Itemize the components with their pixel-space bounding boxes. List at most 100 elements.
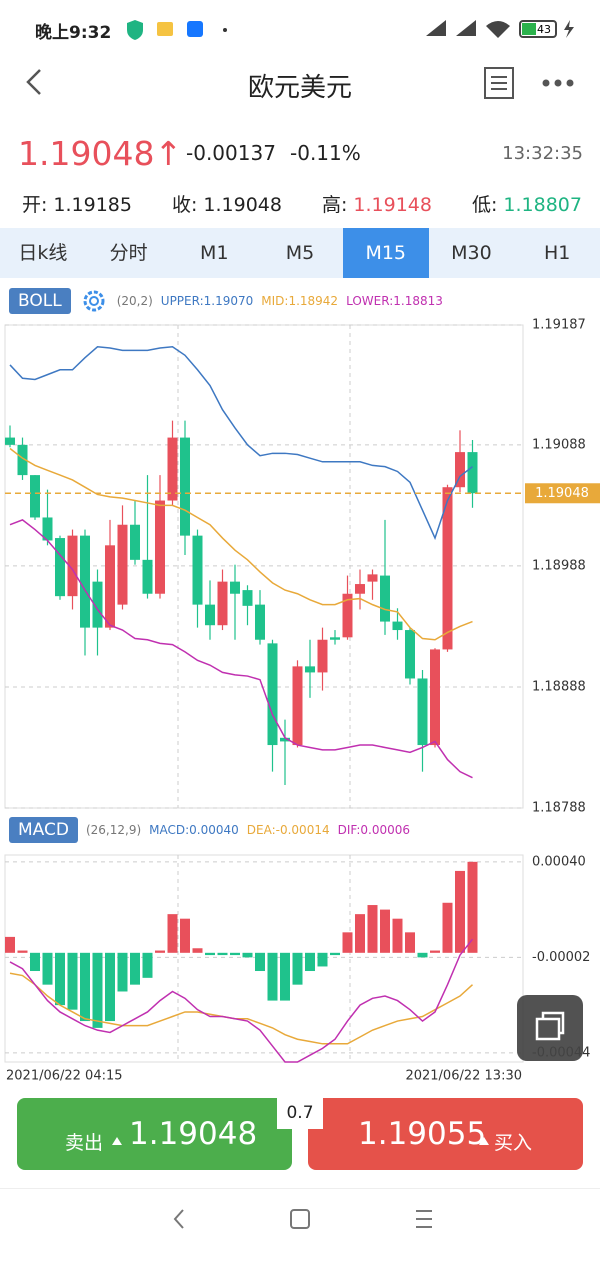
candle-body bbox=[67, 535, 78, 597]
macd-bar bbox=[280, 952, 290, 1001]
period-tab[interactable]: 日k线 bbox=[18, 242, 68, 264]
period-tab[interactable]: M5 bbox=[285, 242, 315, 264]
macd-bar bbox=[380, 909, 390, 953]
float-button[interactable] bbox=[517, 995, 583, 1061]
macd-bar bbox=[230, 952, 240, 956]
macd-bar bbox=[392, 918, 403, 953]
candle-body bbox=[205, 604, 215, 626]
ohlc-value: 1.19185 bbox=[53, 194, 132, 216]
vertical-grid bbox=[177, 325, 351, 1062]
indicator-button[interactable]: MACD bbox=[9, 817, 78, 843]
main-frame bbox=[4, 324, 524, 809]
candle-body bbox=[5, 437, 15, 445]
legend-item: DIF:0.00006 bbox=[337, 823, 411, 837]
status-icons bbox=[127, 20, 227, 40]
macd-bar bbox=[105, 952, 115, 1022]
clock: 晚上9:32 bbox=[35, 23, 112, 43]
macd-bar bbox=[367, 905, 378, 953]
macd-bar bbox=[242, 952, 253, 958]
candle-body bbox=[242, 590, 253, 606]
macd-bar bbox=[5, 936, 15, 953]
macd-bar bbox=[80, 952, 90, 1022]
macd-bar bbox=[167, 914, 178, 953]
page-title: 欧元美元 bbox=[247, 73, 352, 103]
candle-body bbox=[330, 637, 340, 640]
sell-button[interactable]: 卖出 1.19048 bbox=[17, 1098, 292, 1170]
legend-item: DEA:-0.00014 bbox=[246, 823, 330, 837]
y-tick-label: 1.18988 bbox=[532, 558, 586, 573]
macd-bar bbox=[67, 952, 78, 1010]
indicator-line bbox=[9, 346, 473, 541]
period-tab[interactable]: M1 bbox=[200, 242, 229, 264]
battery-level: 43 bbox=[537, 23, 551, 36]
candle-body bbox=[292, 666, 303, 746]
macd-bar bbox=[217, 952, 228, 956]
indicator-line bbox=[9, 447, 473, 641]
candle-body bbox=[155, 500, 165, 594]
y-tick-label: 1.18788 bbox=[532, 801, 586, 816]
candle-body bbox=[455, 452, 465, 488]
candle-body bbox=[392, 621, 403, 631]
legend: UPPER:1.19070 MID:1.18942 LOWER:1.18813 bbox=[161, 294, 443, 308]
buy-button[interactable]: 1.19055 买入 bbox=[308, 1098, 583, 1170]
period-tab[interactable]: H1 bbox=[543, 242, 571, 264]
legend-item: LOWER:1.18813 bbox=[346, 294, 443, 308]
period-tab[interactable]: M30 bbox=[451, 242, 492, 264]
macd-bar bbox=[292, 952, 303, 985]
last-price: 1.19048↑ bbox=[18, 134, 183, 173]
more-button[interactable] bbox=[540, 73, 576, 93]
indicator-line bbox=[9, 972, 474, 1045]
header: 欧元美元 bbox=[0, 55, 600, 110]
ohlc-item: 高: 1.19148 bbox=[322, 190, 432, 217]
candle-body bbox=[180, 437, 190, 536]
candle-body bbox=[17, 444, 28, 476]
macd-bar bbox=[417, 952, 428, 958]
macd-bar bbox=[205, 952, 215, 956]
indicator-params: (20,2) bbox=[116, 294, 153, 308]
candle-body bbox=[430, 649, 440, 746]
status-bar: 晚上9:32 43 bbox=[0, 0, 600, 60]
indicator-button[interactable]: BOLL bbox=[9, 288, 71, 314]
y-tick-label: 1.18888 bbox=[532, 679, 586, 694]
period-tab[interactable]: 分时 bbox=[109, 242, 148, 264]
ohlc-value: 1.18807 bbox=[503, 194, 582, 216]
detail-button[interactable] bbox=[482, 65, 516, 101]
settings-icon[interactable] bbox=[79, 286, 109, 316]
ohlc-label: 低: bbox=[472, 194, 498, 216]
macd-bar bbox=[355, 914, 365, 953]
candle-body bbox=[317, 639, 328, 673]
ohlc-label: 收: bbox=[172, 194, 198, 216]
current-price-label: 1.19048 bbox=[535, 486, 589, 501]
macd-bar bbox=[255, 952, 265, 972]
buy-label: 买入 bbox=[494, 1132, 533, 1154]
candle-body bbox=[142, 559, 153, 594]
candle-body bbox=[355, 584, 365, 594]
buy-price: 1.19055 bbox=[358, 1116, 487, 1152]
candle-body bbox=[342, 593, 353, 638]
candle-body bbox=[230, 581, 240, 594]
candle-body bbox=[367, 574, 378, 582]
ohlc-label: 高: bbox=[322, 194, 348, 216]
macd-bar bbox=[330, 952, 340, 956]
period-tab[interactable]: M15 bbox=[342, 228, 429, 278]
x-axis-label: 2021/06/22 13:30 bbox=[405, 1069, 522, 1084]
y-tick-label: 1.19088 bbox=[532, 437, 586, 452]
macd-bar bbox=[42, 952, 53, 985]
candle-body bbox=[442, 487, 453, 650]
candle-body bbox=[417, 678, 428, 746]
candle-body bbox=[30, 475, 40, 518]
spread: 0.7 bbox=[277, 1097, 323, 1129]
candle-body bbox=[380, 575, 390, 622]
ohlc-label: 开: bbox=[22, 194, 48, 216]
y-tick-label: 0.00040 bbox=[532, 854, 586, 869]
macd-bar bbox=[305, 952, 315, 972]
macd-bar bbox=[180, 918, 190, 953]
legend-item: MID:1.18942 bbox=[261, 294, 339, 308]
macd-bar bbox=[405, 932, 415, 953]
legend-item: UPPER:1.19070 bbox=[160, 294, 254, 308]
indicator-line bbox=[9, 519, 473, 779]
macd-bar bbox=[92, 952, 103, 1028]
nav-bar bbox=[0, 1188, 600, 1268]
back-button[interactable] bbox=[22, 67, 46, 97]
period-tabs: 日k线 分时 M1 M5 M15 M30 H1 bbox=[0, 228, 600, 278]
